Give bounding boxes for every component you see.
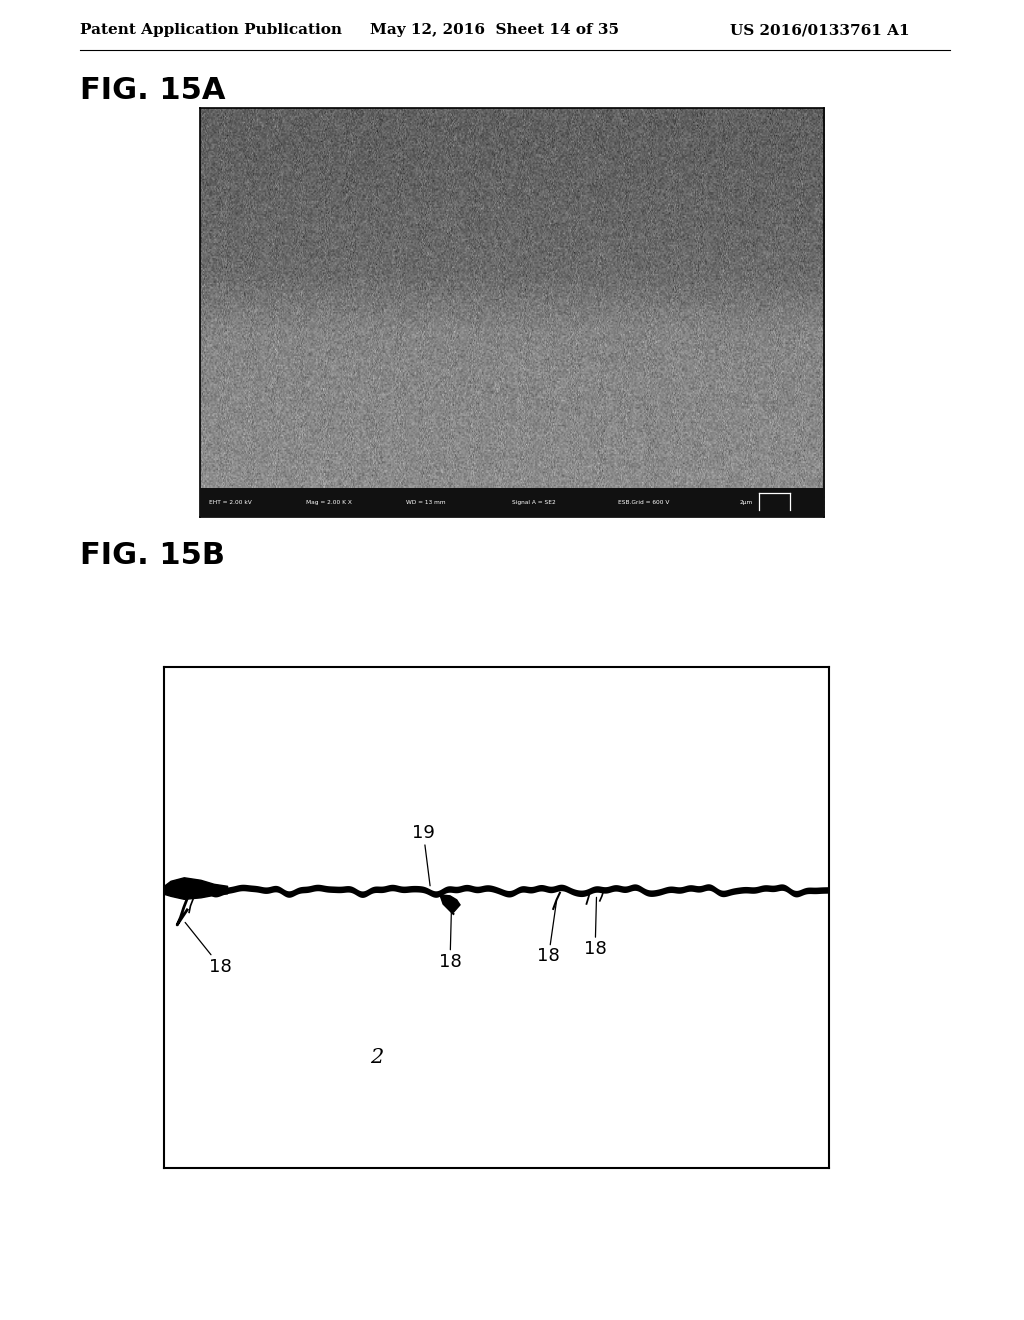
Polygon shape	[440, 895, 460, 912]
Text: 2: 2	[371, 1048, 383, 1068]
Text: Signal A = SE2: Signal A = SE2	[512, 500, 556, 506]
Text: 19: 19	[412, 824, 435, 886]
Text: 18: 18	[584, 898, 606, 958]
Text: WD = 13 mm: WD = 13 mm	[406, 500, 445, 506]
Text: 18: 18	[438, 911, 462, 970]
Text: 2μm: 2μm	[740, 500, 754, 506]
Text: Mag = 2.00 K X: Mag = 2.00 K X	[306, 500, 351, 506]
Text: EHT = 2.00 kV: EHT = 2.00 kV	[209, 500, 252, 506]
Text: May 12, 2016  Sheet 14 of 35: May 12, 2016 Sheet 14 of 35	[370, 22, 618, 37]
Text: 18: 18	[185, 923, 231, 975]
Text: FIG. 15A: FIG. 15A	[80, 77, 225, 106]
Text: ESB.Grid = 600 V: ESB.Grid = 600 V	[618, 500, 670, 506]
Text: FIG. 15B: FIG. 15B	[80, 541, 225, 570]
Text: Patent Application Publication: Patent Application Publication	[80, 22, 342, 37]
Bar	[200, 488, 824, 517]
Text: US 2016/0133761 A1: US 2016/0133761 A1	[730, 22, 909, 37]
Text: 18: 18	[538, 900, 560, 965]
